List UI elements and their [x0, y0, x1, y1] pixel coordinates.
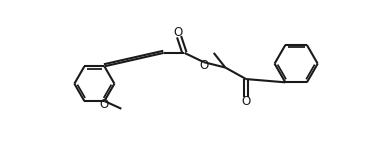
Text: O: O — [99, 98, 108, 111]
Text: O: O — [241, 95, 251, 108]
Text: O: O — [200, 59, 209, 73]
Text: O: O — [173, 26, 182, 39]
